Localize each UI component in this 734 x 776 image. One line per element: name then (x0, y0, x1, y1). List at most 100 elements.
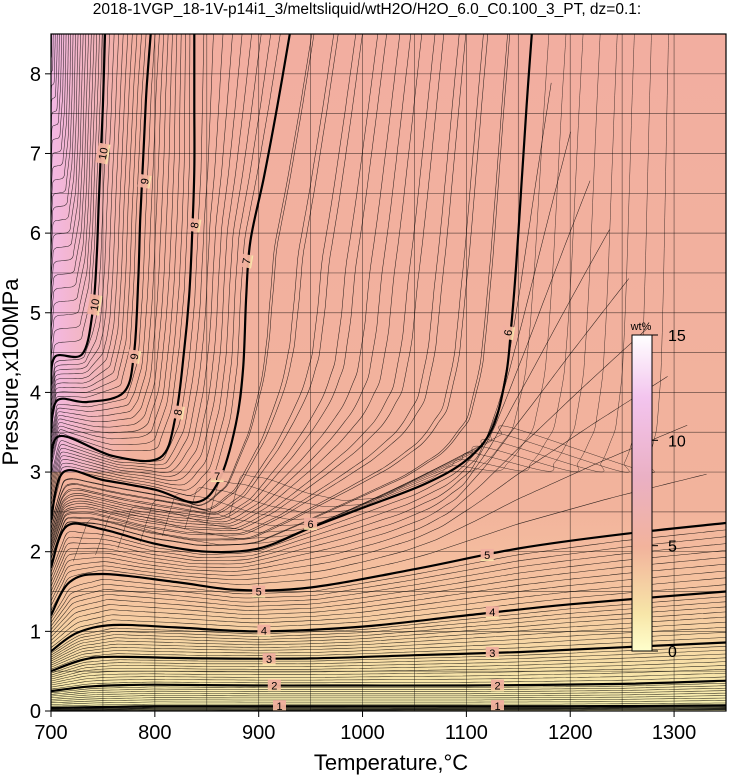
minor-contour-line (51, 707, 726, 710)
minor-contour-line (51, 34, 93, 317)
contour-label-7: 7 (210, 470, 224, 483)
minor-contour-line (51, 687, 726, 697)
minor-contour-line (51, 34, 243, 497)
svg-text:9: 9 (129, 353, 142, 361)
minor-contour-line (51, 577, 726, 645)
minor-contour-line (51, 34, 98, 344)
y-tick-label: 0 (30, 701, 41, 723)
minor-contour-line (51, 131, 571, 578)
minor-contour-line (51, 702, 726, 707)
minor-contour-line (51, 424, 688, 607)
svg-text:6: 6 (502, 329, 515, 337)
minor-contour-line (51, 611, 726, 660)
minor-contour-line (51, 82, 552, 573)
contour-line-5 (51, 521, 726, 616)
grid (51, 34, 726, 711)
minor-contour-line (51, 708, 726, 710)
plot-background (51, 34, 726, 711)
colorbar-tick-label: 0 (668, 644, 677, 661)
minor-contour-line (51, 34, 138, 418)
minor-contour-line (51, 665, 726, 684)
minor-contour-line (51, 708, 726, 711)
minor-contour-line (51, 34, 115, 395)
contour-line-3 (51, 641, 726, 673)
y-tick-label: 3 (30, 462, 41, 484)
x-tick-label: 1200 (548, 722, 593, 744)
chart-title: 2018-1VGP_18-1V-p14i1_3/meltsliquid/wtH2… (93, 1, 641, 18)
minor-contour-line (51, 34, 142, 423)
minor-contour-line (51, 34, 467, 555)
minor-contour-line (51, 34, 81, 250)
svg-text:4: 4 (489, 607, 495, 619)
minor-contour-line (51, 34, 205, 477)
x-tick-label: 800 (138, 722, 171, 744)
minor-contour-line (51, 34, 436, 549)
minor-contour-line (139, 34, 601, 543)
x-tick-label: 900 (242, 722, 275, 744)
colorbar-ticks: 0 5 10 15 (652, 328, 686, 661)
minor-contour-line (51, 621, 726, 664)
minor-contour-line (51, 34, 77, 223)
y-tick-label: 5 (30, 303, 41, 325)
minor-contour-line (51, 557, 726, 634)
minor-contour-line (51, 536, 726, 623)
minor-contour-line (51, 661, 726, 682)
y-tick-label: 4 (30, 382, 41, 404)
contour-label-2: 2 (267, 679, 281, 693)
contour-label-3: 3 (485, 646, 499, 660)
minor-contour-line (51, 672, 726, 688)
minor-contour-line (51, 34, 445, 551)
svg-text:1: 1 (494, 701, 500, 713)
minor-contour-line (51, 637, 726, 670)
minor-contour-line (51, 229, 610, 587)
contour-label-7: 7 (239, 253, 254, 269)
y-tick-label: 6 (30, 223, 41, 245)
contour-label-9: 9 (127, 349, 142, 365)
minor-contour-line (51, 34, 379, 538)
svg-text:3: 3 (266, 654, 272, 666)
y-tick-label: 8 (30, 64, 41, 86)
minor-contour-line (51, 676, 726, 690)
contour-label-3: 3 (262, 653, 276, 666)
minor-contour-line (51, 601, 726, 656)
minor-contour-line (51, 34, 262, 506)
x-tick-label: 1100 (445, 722, 488, 744)
svg-text:5: 5 (256, 587, 262, 599)
minor-contour-line (51, 34, 59, 128)
minor-contour-line (51, 34, 156, 437)
contour-line-2 (51, 679, 726, 693)
minor-contour-line (51, 34, 214, 482)
svg-text:7: 7 (214, 471, 220, 483)
y-tick-label: 2 (30, 542, 41, 564)
contour-line-1 (51, 704, 726, 709)
x-tick-label: 1000 (340, 722, 385, 744)
y-tick-label: 7 (30, 143, 41, 165)
colorbar: wt% 0 5 10 15 (630, 321, 686, 661)
minor-contour-line (51, 584, 726, 648)
minor-contour-line (51, 626, 726, 666)
minor-contour-line (51, 34, 88, 290)
minor-contour-line (51, 34, 387, 540)
minor-contour-line (51, 563, 726, 638)
minor-contour-line (206, 34, 652, 524)
minor-contour-line (51, 616, 726, 662)
minor-contour-line (51, 34, 91, 304)
minor-contour-line (51, 690, 726, 699)
contour-line-9 (51, 34, 152, 433)
minor-contour-line (51, 682, 726, 694)
minor-contour-line (51, 180, 591, 583)
minor-contour-line (51, 34, 69, 182)
minor-contour-line (51, 706, 726, 710)
minor-contour-line (51, 697, 726, 704)
minor-contour-line (51, 473, 707, 611)
minor-contour-line (51, 653, 726, 678)
minor-contour-line (51, 34, 62, 141)
minor-contour-line (51, 34, 101, 358)
minor-contour-line (51, 34, 129, 409)
contour-label-6: 6 (500, 325, 515, 341)
svg-text:3: 3 (489, 648, 495, 660)
contour-label-9: 9 (137, 173, 152, 189)
colorbar-tick-label: 5 (668, 539, 677, 556)
minor-contour-line (51, 34, 74, 209)
minor-contour-line (51, 700, 726, 705)
